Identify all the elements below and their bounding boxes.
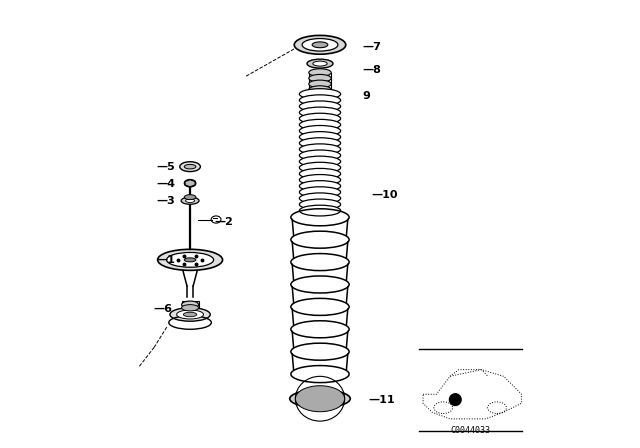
Ellipse shape	[184, 164, 196, 169]
Text: 9: 9	[362, 91, 371, 101]
Ellipse shape	[300, 132, 340, 142]
Ellipse shape	[302, 39, 338, 51]
Text: —2: —2	[215, 217, 234, 227]
Ellipse shape	[177, 310, 204, 319]
Text: C0044033: C0044033	[450, 426, 490, 435]
Ellipse shape	[307, 59, 333, 68]
Ellipse shape	[170, 308, 210, 321]
Ellipse shape	[300, 193, 340, 204]
Ellipse shape	[300, 187, 340, 198]
Ellipse shape	[313, 61, 327, 66]
Ellipse shape	[300, 95, 340, 106]
Ellipse shape	[181, 197, 199, 204]
Ellipse shape	[300, 205, 340, 216]
Text: —8: —8	[362, 65, 381, 75]
Ellipse shape	[300, 144, 340, 155]
Ellipse shape	[300, 89, 340, 99]
Ellipse shape	[184, 312, 197, 317]
Ellipse shape	[300, 199, 340, 210]
Ellipse shape	[186, 199, 195, 202]
Text: —1: —1	[157, 255, 175, 265]
Ellipse shape	[300, 162, 340, 173]
Ellipse shape	[294, 35, 346, 54]
Ellipse shape	[300, 138, 340, 148]
Ellipse shape	[296, 386, 344, 412]
Ellipse shape	[312, 42, 328, 48]
Ellipse shape	[300, 168, 340, 179]
Text: —6: —6	[154, 304, 172, 314]
Text: —4: —4	[157, 179, 175, 189]
Text: —11: —11	[369, 395, 395, 405]
Text: —5: —5	[157, 162, 175, 172]
Ellipse shape	[290, 390, 350, 408]
Ellipse shape	[300, 181, 340, 191]
Ellipse shape	[182, 301, 198, 308]
Ellipse shape	[300, 156, 340, 167]
Text: —7: —7	[362, 42, 381, 52]
Ellipse shape	[300, 113, 340, 124]
Ellipse shape	[300, 175, 340, 185]
Ellipse shape	[182, 305, 198, 311]
Ellipse shape	[184, 180, 196, 187]
Ellipse shape	[157, 249, 223, 271]
Ellipse shape	[180, 162, 200, 172]
Ellipse shape	[184, 194, 196, 200]
Bar	[182, 301, 198, 308]
Ellipse shape	[300, 101, 340, 112]
Text: —10: —10	[371, 190, 398, 200]
Text: —3: —3	[157, 196, 175, 206]
Ellipse shape	[166, 253, 214, 267]
Ellipse shape	[309, 74, 332, 82]
Ellipse shape	[184, 258, 196, 262]
Ellipse shape	[300, 107, 340, 118]
Circle shape	[449, 394, 461, 405]
Ellipse shape	[309, 80, 332, 88]
Ellipse shape	[309, 86, 332, 93]
Ellipse shape	[300, 150, 340, 161]
Ellipse shape	[300, 119, 340, 130]
Ellipse shape	[300, 125, 340, 136]
Ellipse shape	[309, 69, 332, 77]
